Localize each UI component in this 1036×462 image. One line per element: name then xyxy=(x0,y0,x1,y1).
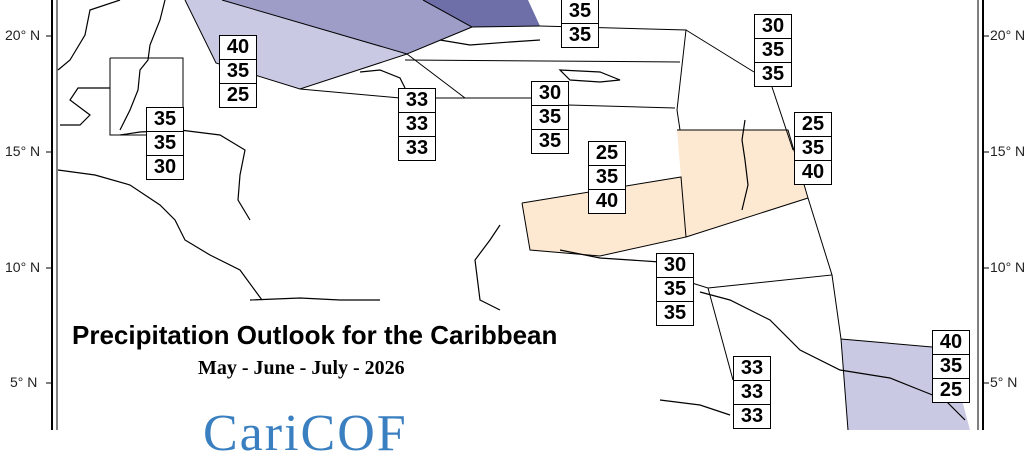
probability-value: 33 xyxy=(405,89,429,111)
probability-value: 35 xyxy=(220,59,256,83)
map-frame xyxy=(46,0,989,430)
probability-value: 30 xyxy=(761,15,785,37)
lat-label-right: 5° N xyxy=(990,374,1018,390)
probability-value: 33 xyxy=(399,112,435,136)
map-title: Precipitation Outlook for the Caribbean xyxy=(72,320,558,350)
probability-value: 25 xyxy=(933,378,969,402)
probability-value: 35 xyxy=(562,23,598,47)
probability-value: 35 xyxy=(795,136,831,160)
probability-box: 30 35 35 xyxy=(656,253,694,326)
map-canvas xyxy=(46,0,989,430)
map-subtitle: May - June - July - 2026 xyxy=(198,357,405,379)
probability-value: 40 xyxy=(589,189,625,213)
probability-box: 30 35 35 xyxy=(531,81,569,154)
probability-value: 35 xyxy=(147,131,183,155)
probability-value: 25 xyxy=(595,142,619,164)
probability-box: 40 35 25 xyxy=(219,35,257,108)
probability-box: 35 35 xyxy=(561,0,599,48)
lat-label-right: 10° N xyxy=(990,259,1026,275)
region-dark-purple xyxy=(423,0,540,27)
probability-box: 25 35 40 xyxy=(794,112,832,185)
probability-value: 40 xyxy=(226,36,250,58)
probability-value: 35 xyxy=(532,105,568,129)
probability-value: 33 xyxy=(740,357,764,379)
coastlines xyxy=(57,0,966,421)
probability-value: 33 xyxy=(734,404,770,428)
lat-label-left: 10° N xyxy=(5,259,41,275)
probability-box: 30 35 35 xyxy=(754,14,792,87)
probability-value: 35 xyxy=(755,38,791,62)
probability-value: 35 xyxy=(532,129,568,153)
region-medium-purple xyxy=(222,0,472,54)
lat-label-left: 5° N xyxy=(10,374,38,390)
probability-box: 40 35 25 xyxy=(932,330,970,403)
probability-value: 33 xyxy=(734,380,770,404)
caricof-logo: CariCOF xyxy=(203,405,408,462)
probability-value: 33 xyxy=(399,136,435,160)
probability-box: 33 33 33 xyxy=(398,88,436,161)
probability-value: 35 xyxy=(589,165,625,189)
region-peach-windwards xyxy=(677,130,808,237)
probability-value: 25 xyxy=(801,113,825,135)
probability-value: 35 xyxy=(657,301,693,325)
lat-label-right: 15° N xyxy=(990,143,1026,159)
probability-box: 35 35 30 xyxy=(146,107,184,180)
probability-value: 25 xyxy=(220,83,256,107)
probability-value: 40 xyxy=(795,160,831,184)
probability-value: 30 xyxy=(147,155,183,179)
probability-value: 30 xyxy=(538,82,562,104)
region-boundaries xyxy=(109,0,933,430)
probability-box: 33 33 33 xyxy=(733,356,771,429)
probability-value: 30 xyxy=(663,254,687,276)
probability-value: 35 xyxy=(153,108,177,130)
probability-box: 25 35 40 xyxy=(588,141,626,214)
lat-label-right: 20° N xyxy=(990,27,1026,43)
probability-value: 40 xyxy=(939,331,963,353)
probability-value: 35 xyxy=(755,62,791,86)
lat-label-left: 15° N xyxy=(5,143,41,159)
probability-value: 35 xyxy=(933,354,969,378)
probability-value: 35 xyxy=(568,0,592,22)
lat-label-left: 20° N xyxy=(5,27,41,43)
probability-value: 35 xyxy=(657,277,693,301)
